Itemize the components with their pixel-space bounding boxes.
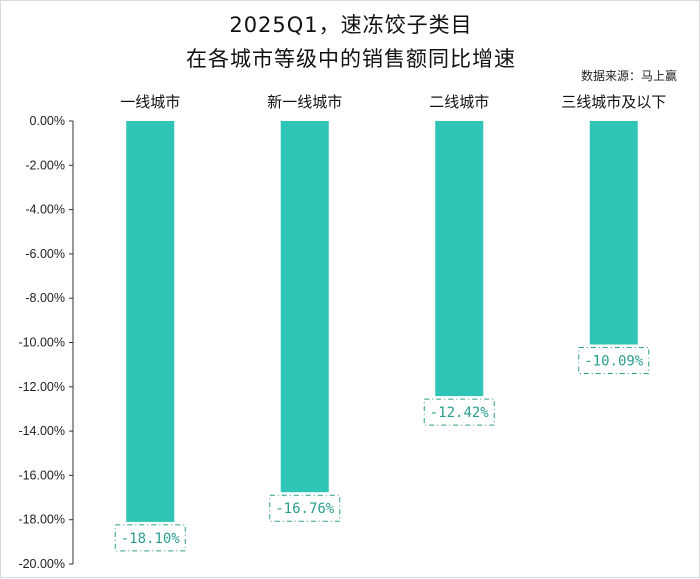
y-tick-label: -12.00% <box>18 380 65 394</box>
data-label-box <box>269 494 341 522</box>
bar <box>589 121 638 345</box>
y-tick-label: -2.00% <box>25 158 65 172</box>
x-category-label: 二线城市 <box>429 93 489 111</box>
chart-title: 2025Q1，速冻饺子类目 <box>229 13 473 37</box>
x-category-label: 一线城市 <box>120 93 180 111</box>
data-label-box <box>423 398 495 426</box>
data-label: -12.42% <box>430 405 490 421</box>
data-source-note: 数据来源：马上赢 <box>580 69 677 83</box>
y-tick-label: -8.00% <box>25 291 65 305</box>
y-tick-label: -4.00% <box>25 203 65 217</box>
bar <box>280 121 329 493</box>
y-tick-label: -10.00% <box>18 336 65 350</box>
data-label: -18.10% <box>121 531 181 547</box>
y-tick-label: -20.00% <box>18 557 65 571</box>
y-tick-label: -14.00% <box>18 424 65 438</box>
x-category-label: 三线城市及以下 <box>561 93 666 111</box>
data-label: -10.09% <box>584 353 644 369</box>
y-tick-label: -6.00% <box>25 247 65 261</box>
data-label: -16.76% <box>275 501 335 517</box>
data-label-box <box>578 346 650 374</box>
chart-subtitle: 在各城市等级中的销售额同比增速 <box>186 47 516 71</box>
bar <box>126 121 175 522</box>
y-tick-label: -16.00% <box>18 468 65 482</box>
x-category-label: 新一线城市 <box>267 93 342 111</box>
y-tick-label: -18.00% <box>18 513 65 527</box>
y-tick-label: 0.00% <box>30 114 65 128</box>
bar <box>435 121 484 397</box>
data-label-box <box>114 524 186 552</box>
